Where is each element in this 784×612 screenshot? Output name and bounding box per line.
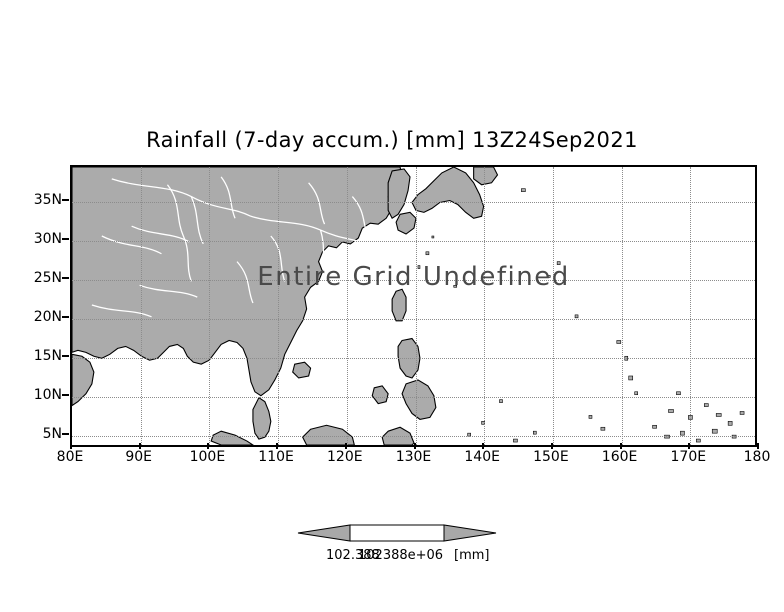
gridline-90e: [140, 167, 142, 445]
gridline-20n: [72, 319, 755, 320]
gridline-170e: [690, 167, 692, 445]
x-tick-label-180: 180: [743, 449, 771, 465]
x-tick-mark-140e: [482, 443, 485, 449]
x-axis: 80E 90E 100E 110E 120E 130E 140E 150E 16…: [57, 443, 770, 471]
gridline-110e: [278, 167, 280, 445]
y-tick-label-20n: 20N: [33, 309, 62, 325]
land-hainan: [292, 361, 312, 379]
x-tick-mark-100e: [207, 443, 210, 449]
y-tick-mark-35n: [62, 199, 69, 201]
land-taiwan: [391, 288, 407, 322]
x-tick-mark-160e: [619, 443, 622, 449]
y-axis: 35N 30N 25N 20N 15N 10N 5N: [0, 165, 69, 447]
colorbar-max-label: 102388e+06: [358, 548, 444, 563]
gridline-10n: [72, 397, 755, 398]
gridline-160e: [621, 167, 623, 445]
x-tick-label-150e: 150E: [533, 449, 569, 465]
gridline-35n: [72, 202, 755, 203]
y-tick-label-15n: 15N: [33, 348, 62, 364]
land-philippines-palawan: [371, 385, 389, 405]
colorbar-labels: 102.388 102388e+06 [mm]: [292, 548, 502, 568]
y-tick-label-10n: 10N: [33, 387, 62, 403]
x-tick-mark-130e: [413, 443, 416, 449]
land-korea: [387, 168, 411, 220]
page-title: Rainfall (7-day accum.) [mm] 13Z24Sep202…: [146, 128, 638, 152]
x-tick-label-100e: 100E: [189, 449, 226, 465]
x-tick-mark-150e: [550, 443, 553, 449]
land-philippines-mindanao: [401, 379, 437, 420]
x-tick-label-110e: 110E: [258, 449, 294, 465]
land-japan-hokkaido: [473, 167, 499, 186]
x-tick-label-130e: 130E: [395, 449, 432, 465]
gridline-130e: [415, 167, 417, 445]
land-japan-honshu: [411, 167, 485, 219]
colorbar-extend-high: [443, 524, 497, 542]
x-tick-label-120e: 120E: [327, 449, 363, 465]
colorbar-min-label: 102.388: [326, 548, 380, 563]
y-tick-mark-10n: [62, 394, 69, 396]
land-japan-kyushu: [395, 211, 417, 235]
gridline-5n: [72, 436, 755, 437]
y-tick-label-5n: 5N: [42, 426, 62, 442]
x-tick-label-170e: 170E: [670, 449, 707, 465]
colorbar: [292, 518, 502, 548]
x-tick-label-80e: 80E: [56, 449, 84, 465]
colorbar-extend-low: [297, 524, 351, 542]
colorbar-fill-band: [349, 524, 445, 542]
x-tick-mark-80e: [70, 443, 72, 449]
x-tick-mark-120e: [344, 443, 347, 449]
y-tick-label-30n: 30N: [33, 231, 62, 247]
x-tick-mark-110e: [276, 443, 279, 449]
x-tick-mark-90e: [138, 443, 141, 449]
y-tick-label-35n: 35N: [33, 192, 62, 208]
y-tick-mark-20n: [62, 316, 69, 318]
map-geography: [72, 167, 755, 445]
gridline-150e: [552, 167, 554, 445]
gridline-100e: [209, 167, 211, 445]
gridline-25n: [72, 280, 755, 281]
colorbar-graphic: [297, 524, 497, 542]
y-tick-label-25n: 25N: [33, 270, 62, 286]
land-borneo: [301, 424, 355, 445]
x-tick-label-140e: 140E: [464, 449, 500, 465]
x-tick-label-90e: 90E: [125, 449, 153, 465]
river-group: [91, 176, 371, 318]
y-tick-mark-15n: [62, 355, 69, 357]
y-tick-mark-5n: [62, 433, 69, 435]
x-tick-mark-180: [757, 443, 759, 449]
land-mainland-asia: [72, 167, 403, 397]
x-tick-mark-170e: [688, 443, 691, 449]
map-plot-area: [70, 165, 757, 447]
gridline-120e: [346, 167, 348, 445]
y-tick-mark-25n: [62, 277, 69, 279]
gridline-15n: [72, 358, 755, 359]
landmass-group: [72, 167, 499, 445]
gridline-140e: [484, 167, 486, 445]
colorbar-unit-label: [mm]: [454, 548, 490, 563]
land-malay-peninsula: [252, 396, 272, 440]
gridline-30n: [72, 241, 755, 242]
x-tick-label-160e: 160E: [601, 449, 638, 465]
y-tick-mark-30n: [62, 238, 69, 240]
